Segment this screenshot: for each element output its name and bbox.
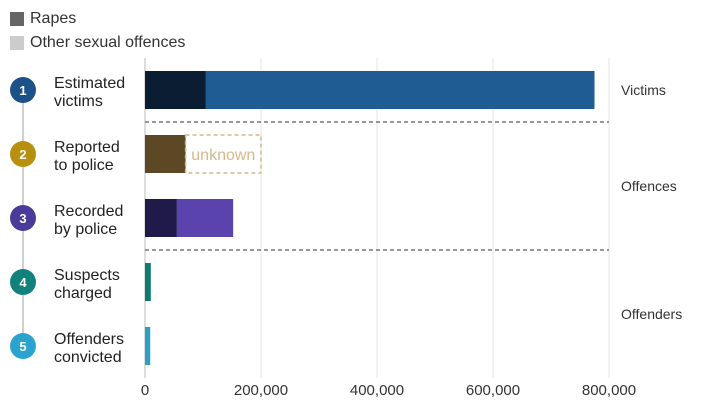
x-tick-label: 0	[141, 382, 149, 399]
stage-number: 4	[19, 275, 27, 290]
category-label-line: Reported	[54, 139, 120, 156]
bar-rapes	[145, 71, 206, 109]
legend-swatch-other	[10, 36, 24, 50]
stage-number-circle	[10, 77, 36, 103]
unknown-label: unknown	[191, 147, 255, 164]
group-label: Victims	[621, 82, 666, 98]
stage-number: 5	[19, 339, 26, 354]
group-label: Offenders	[621, 306, 682, 322]
legend-label-other: Other sexual offences	[30, 34, 186, 51]
x-tick-label: 600,000	[466, 382, 520, 399]
category-label-line: victims	[54, 93, 103, 110]
category-label-line: convicted	[54, 349, 122, 366]
category-label-line: Suspects	[54, 267, 120, 284]
x-tick-label: 400,000	[350, 382, 404, 399]
stage-number: 1	[19, 83, 26, 98]
bar-other-sexual-offences	[145, 327, 151, 365]
legend-item-other-sexual-offences: Other sexual offences	[10, 34, 185, 52]
category-label-line: Recorded	[54, 203, 123, 220]
category-label-line: charged	[54, 285, 112, 302]
category-label: Recorded by police	[54, 203, 123, 238]
legend-swatch-rapes	[10, 12, 24, 26]
x-tick-label: 200,000	[234, 382, 288, 399]
category-label-line: by police	[54, 221, 117, 238]
bar-rapes	[145, 199, 177, 237]
legend-item-rapes: Rapes	[10, 10, 76, 28]
category-label: Offenders convicted	[54, 331, 124, 366]
bar-other-sexual-offences	[145, 263, 151, 301]
group-label: Offences	[621, 178, 677, 194]
category-label: Suspects charged	[54, 267, 120, 302]
unknown-range-box	[184, 134, 262, 174]
bar-rapes	[145, 135, 186, 173]
stage-number-circle	[10, 333, 36, 359]
category-label-line: Offenders	[54, 331, 124, 348]
bar-other-sexual-offences	[205, 71, 595, 109]
category-label-line: to police	[54, 157, 114, 174]
bar-other-sexual-offences	[176, 199, 234, 237]
legend-label-rapes: Rapes	[30, 10, 77, 27]
category-label-line: Estimated	[54, 75, 125, 92]
stage-number-circle	[10, 141, 36, 167]
stage-number-circle	[10, 269, 36, 295]
stage-number-circle	[10, 205, 36, 231]
stage-number: 2	[19, 147, 26, 162]
category-label: Estimated victims	[54, 75, 125, 110]
stage-number: 3	[19, 211, 26, 226]
x-tick-label: 800,000	[582, 382, 636, 399]
category-label: Reported to police	[54, 139, 120, 174]
